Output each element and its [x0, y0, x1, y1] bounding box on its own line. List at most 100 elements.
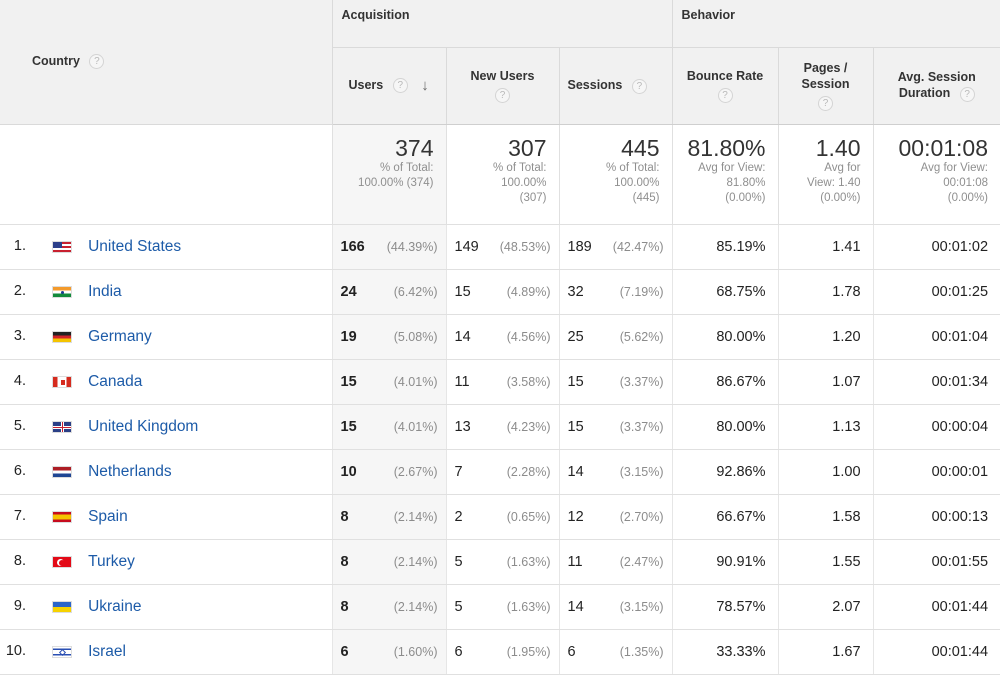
- sessions-column-header[interactable]: Sessions ?: [558, 47, 673, 125]
- bounce-rate-header-label: Bounce Rate: [686, 69, 764, 83]
- users-cell: 8 (2.14%): [331, 539, 446, 585]
- avg-duration-column-header[interactable]: Avg. Session Duration ?: [872, 47, 1000, 125]
- new-users-cell: 6 (1.95%): [445, 629, 559, 675]
- new-users-cell: 5 (1.63%): [445, 539, 559, 585]
- sessions-value: 6: [567, 643, 576, 660]
- pages-session-cell: 1.67: [777, 629, 874, 675]
- country-column-header[interactable]: Country ?: [0, 0, 332, 125]
- country-link[interactable]: Spain: [88, 507, 128, 525]
- pages-session-cell: 1.58: [777, 494, 874, 540]
- pages-session-total-sub3: (0.00%): [820, 191, 861, 204]
- avg-duration-cell: 00:00:01: [872, 449, 1000, 495]
- avg-duration-cell: 00:00:04: [872, 404, 1000, 450]
- users-value: 24: [340, 283, 357, 300]
- sessions-cell: 6 (1.35%): [558, 629, 673, 675]
- sessions-value: 14: [567, 463, 584, 480]
- sessions-total-cell: 445 % of Total: 100.00% (445): [558, 124, 673, 225]
- sessions-percent: (3.37%): [619, 419, 664, 434]
- bounce-rate-cell: 78.57%: [671, 584, 779, 630]
- country-cell: 4. Canada: [0, 359, 332, 405]
- pages-session-cell: 1.55: [777, 539, 874, 585]
- country-link[interactable]: Germany: [88, 327, 152, 345]
- bounce-rate-column-header[interactable]: Bounce Rate ?: [671, 47, 779, 125]
- users-percent: (2.67%): [393, 464, 438, 479]
- table-row: 9. Ukraine 8 (2.14%) 5 (1.63%) 14 (3.15%…: [0, 584, 1000, 630]
- sessions-total-sub1: % of Total:: [606, 161, 660, 174]
- sessions-percent: (3.37%): [619, 374, 664, 389]
- users-percent: (5.08%): [393, 329, 438, 344]
- bounce-rate-cell: 66.67%: [671, 494, 779, 540]
- country-link[interactable]: Canada: [88, 372, 143, 390]
- new-users-value: 11: [454, 373, 470, 390]
- country-link[interactable]: India: [88, 282, 122, 300]
- totals-label-cell: [0, 124, 332, 225]
- row-rank: 5.: [13, 418, 26, 435]
- sessions-cell: 14 (3.15%): [558, 584, 673, 630]
- sessions-cell: 12 (2.70%): [558, 494, 673, 540]
- new-users-value: 149: [454, 238, 479, 255]
- users-value: 15: [340, 373, 357, 390]
- country-header-label: Country: [32, 54, 80, 69]
- new-users-cell: 11 (3.58%): [445, 359, 559, 405]
- help-icon[interactable]: ?: [717, 88, 733, 103]
- users-value: 8: [340, 553, 349, 570]
- country-link[interactable]: Israel: [88, 642, 126, 660]
- help-icon[interactable]: ?: [495, 88, 510, 103]
- avg-duration-cell: 00:01:25: [872, 269, 1000, 315]
- totals-row: 374 % of Total: 100.00% (374) 307 % of T…: [0, 124, 1000, 225]
- new-users-value: 14: [454, 328, 471, 345]
- country-link[interactable]: United Kingdom: [88, 417, 199, 435]
- sessions-cell: 14 (3.15%): [558, 449, 673, 495]
- sort-descending-icon[interactable]: ↓: [421, 76, 429, 94]
- users-percent: (2.14%): [393, 599, 438, 614]
- row-rank: 7.: [13, 508, 26, 525]
- country-link[interactable]: United States: [88, 237, 182, 255]
- pages-session-column-header[interactable]: Pages / Session ?: [777, 47, 874, 125]
- help-icon[interactable]: ?: [89, 54, 105, 70]
- avg-duration-header-label-line1: Avg. Session: [897, 70, 976, 85]
- country-cell: 2. India: [0, 269, 332, 315]
- users-total-value: 374: [395, 134, 434, 161]
- country-link[interactable]: Netherlands: [88, 462, 172, 480]
- avg-duration-cell: 00:01:44: [872, 584, 1000, 630]
- country-link[interactable]: Turkey: [88, 552, 135, 570]
- row-rank: 8.: [13, 553, 26, 570]
- new-users-column-header[interactable]: New Users ?: [445, 47, 559, 125]
- pages-session-header-label-line1: Pages /: [803, 61, 848, 75]
- help-icon[interactable]: ?: [631, 78, 647, 94]
- users-column-header[interactable]: Users ? ↓: [331, 47, 446, 125]
- avg-duration-total-sub3: (0.00%): [947, 191, 989, 204]
- new-users-cell: 14 (4.56%): [445, 314, 559, 360]
- table-row: 4. Canada 15 (4.01%) 11 (3.58%) 15 (3.37…: [0, 359, 1000, 405]
- table-row: 10. Israel 6 (1.60%) 6 (1.95%) 6 (1.35%)…: [0, 629, 1000, 675]
- help-icon[interactable]: ?: [959, 86, 975, 102]
- us-flag-icon: [52, 240, 73, 253]
- bounce-rate-total-value: 81.80%: [687, 134, 766, 161]
- help-icon[interactable]: ?: [392, 78, 408, 94]
- users-cell: 8 (2.14%): [331, 494, 446, 540]
- users-cell: 10 (2.67%): [331, 449, 446, 495]
- pages-session-cell: 1.00: [777, 449, 874, 495]
- sessions-total-sub3: (445): [632, 191, 660, 204]
- help-icon[interactable]: ?: [818, 96, 834, 111]
- sessions-value: 25: [567, 328, 584, 345]
- in-flag-icon: [52, 285, 73, 298]
- sessions-value: 189: [567, 238, 592, 255]
- sessions-value: 14: [567, 598, 584, 615]
- avg-duration-header-label-line2: Duration: [898, 86, 951, 101]
- users-percent: (6.42%): [393, 284, 438, 299]
- country-link[interactable]: Ukraine: [88, 597, 142, 615]
- users-cell: 6 (1.60%): [331, 629, 446, 675]
- sessions-value: 12: [567, 508, 584, 525]
- country-cell: 8. Turkey: [0, 539, 332, 585]
- new-users-cell: 7 (2.28%): [445, 449, 559, 495]
- sessions-value: 15: [567, 418, 584, 435]
- users-cell: 24 (6.42%): [331, 269, 446, 315]
- pages-session-cell: 1.13: [777, 404, 874, 450]
- row-rank: 2.: [13, 283, 26, 300]
- table-row: 6. Netherlands 10 (2.67%) 7 (2.28%) 14 (…: [0, 449, 1000, 495]
- new-users-value: 5: [454, 598, 463, 615]
- sessions-percent: (2.70%): [619, 509, 664, 524]
- country-cell: 1. United States: [0, 224, 332, 270]
- new-users-percent: (0.65%): [506, 509, 551, 524]
